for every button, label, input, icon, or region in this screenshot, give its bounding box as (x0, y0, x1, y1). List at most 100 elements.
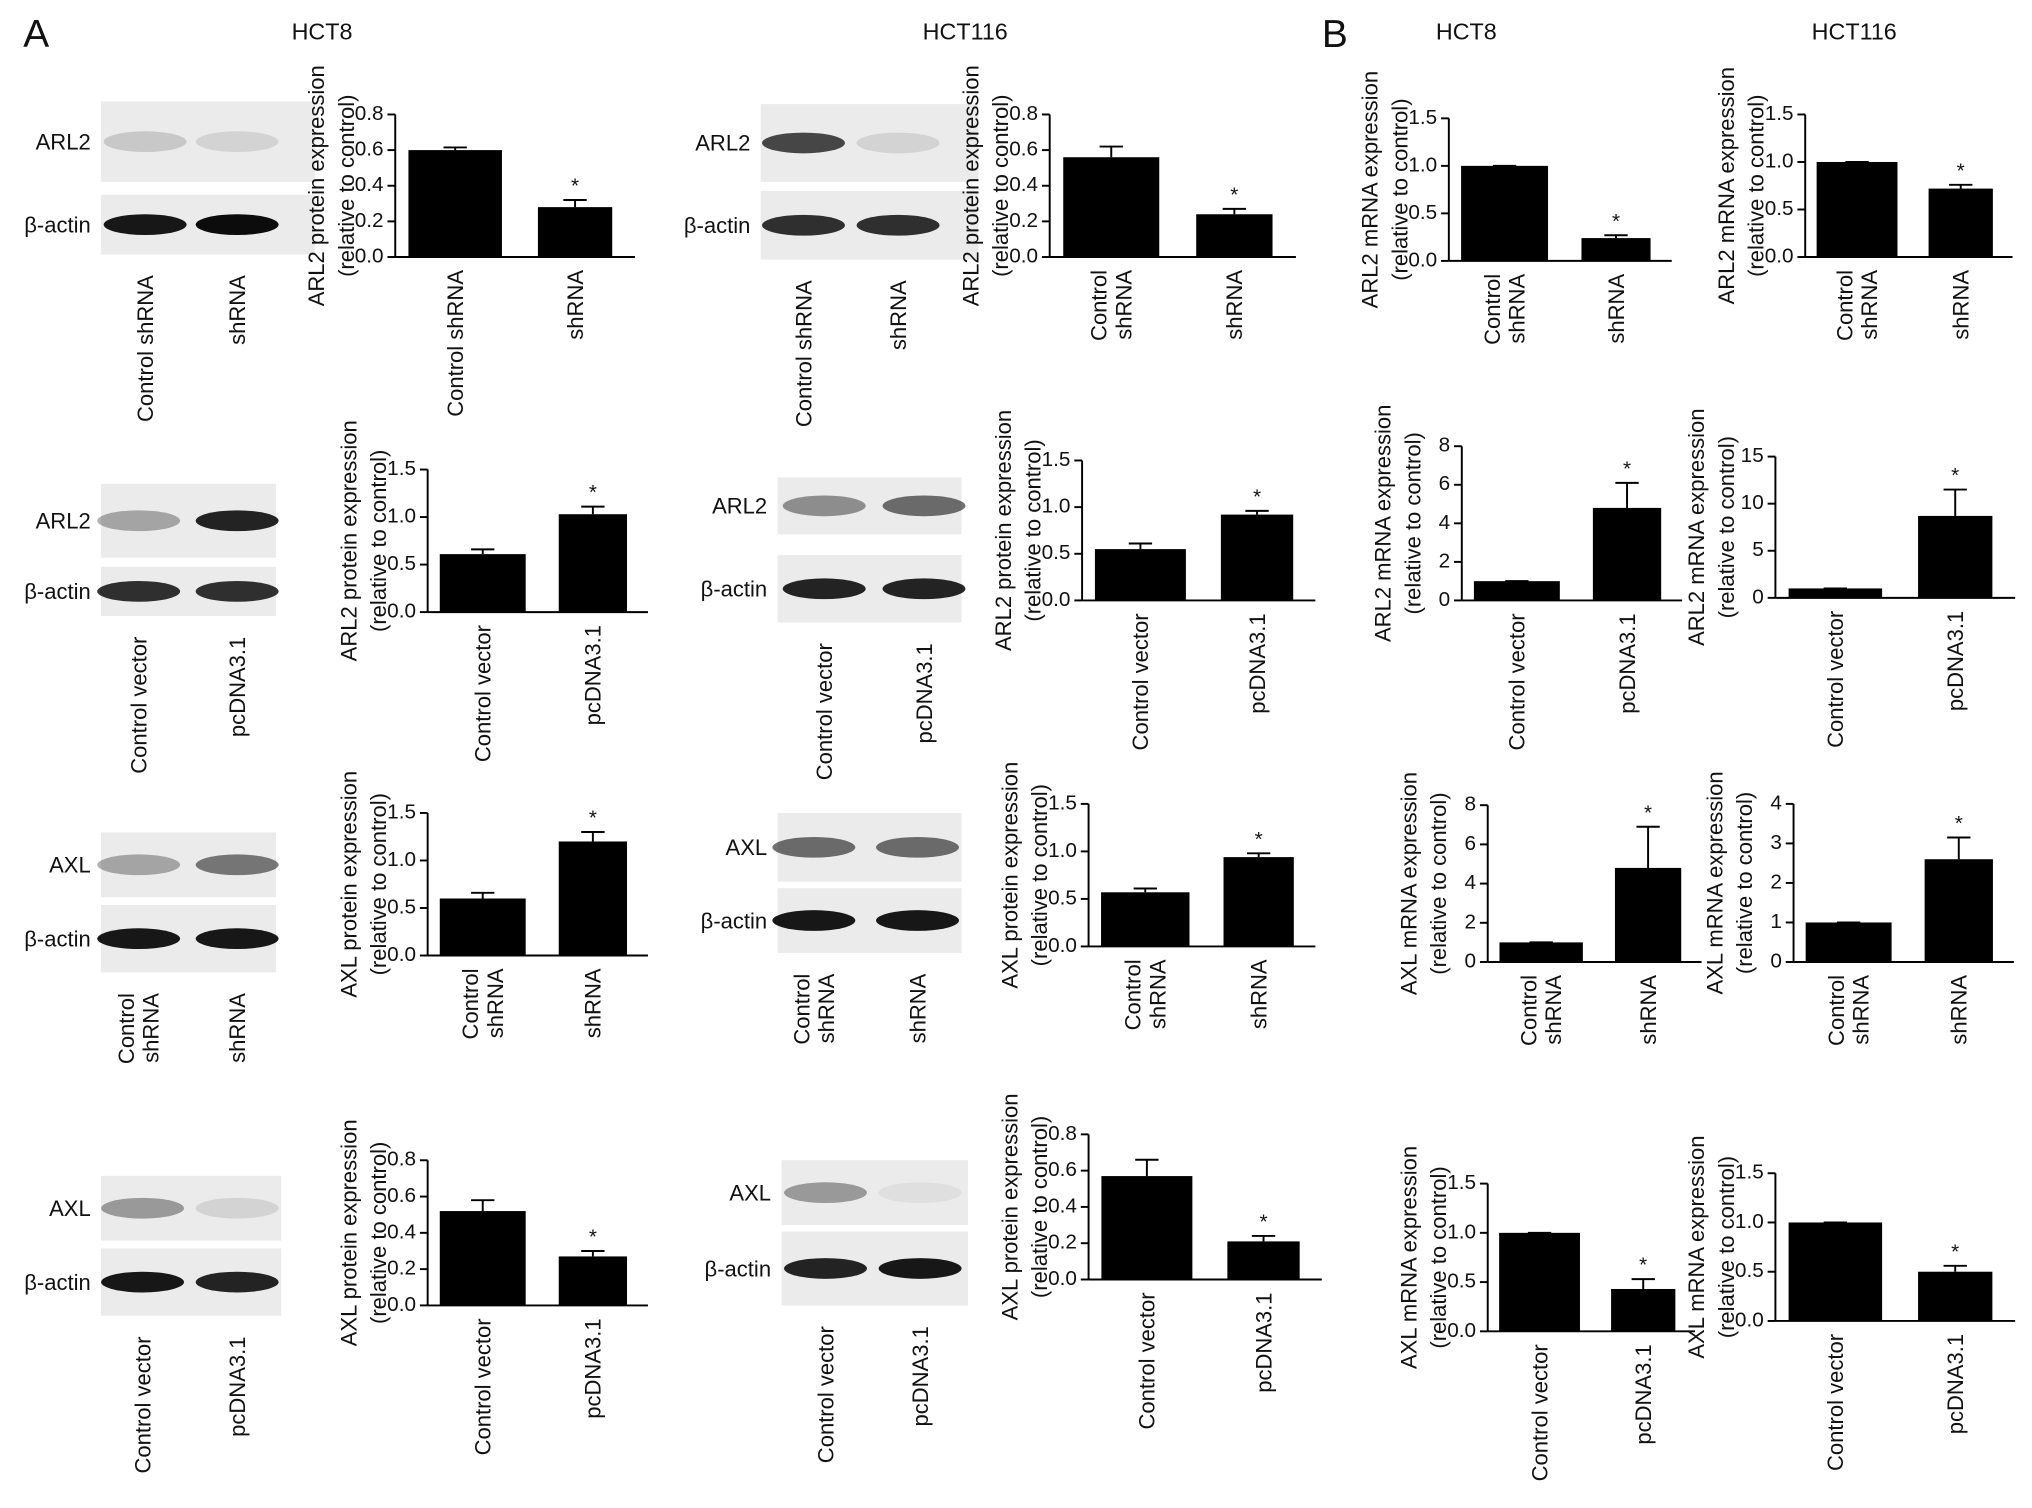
blot-row-label: β-actin (24, 212, 91, 237)
y-tick-label: 0.6 (387, 1184, 416, 1207)
lane-label: ControlshRNA (114, 993, 164, 1064)
blot-strip (101, 1175, 282, 1241)
blot-row-label: AXL (49, 853, 91, 878)
blot-row-label: ARL2 (36, 509, 91, 534)
blot-band (97, 580, 181, 602)
y-axis-label: AXL protein expression (336, 1119, 361, 1346)
blot-band (782, 578, 866, 600)
blot-band (772, 836, 856, 858)
blot-row-label: β-actin (701, 908, 768, 933)
column-title: HCT8 (1436, 18, 1497, 44)
x-tick-label: Control vector (1505, 613, 1530, 750)
significance-mark: * (1623, 457, 1631, 480)
blot-band (103, 214, 187, 235)
y-axis-label: (relative to control) (988, 95, 1013, 277)
bar (558, 1256, 628, 1306)
lane-label: shRNA (225, 275, 250, 345)
blot-band (782, 495, 866, 517)
bar (1101, 1176, 1193, 1280)
blot-band (101, 1271, 185, 1293)
blot-row-label: ARL2 (36, 129, 91, 154)
y-axis-label: (relative to control) (1027, 1116, 1052, 1298)
bar (1805, 922, 1892, 962)
y-axis-label: AXL protein expression (336, 771, 361, 998)
blot-band (195, 854, 279, 876)
blot-strip (101, 101, 315, 182)
lane-label: Control vector (812, 643, 837, 780)
significance-mark: * (1259, 1210, 1267, 1233)
bar (1473, 581, 1560, 601)
y-tick-label: 6 (1439, 472, 1451, 495)
bar (1063, 157, 1160, 258)
y-axis-label: AXL mRNA expression (1396, 772, 1421, 995)
bar (1928, 188, 1993, 258)
y-axis-label: ARL2 mRNA expression (1684, 409, 1709, 646)
y-axis-label: ARL2 mRNA expression (1371, 405, 1396, 642)
y-axis-label: (relative to control) (1387, 98, 1412, 280)
significance-mark: * (589, 1225, 597, 1248)
x-tick-label: pcDNA3.1 (1943, 611, 1968, 711)
blot-row-label: ARL2 (695, 131, 750, 156)
y-tick-label: 4 (1465, 871, 1477, 894)
x-tick-label: Control vector (1823, 1334, 1848, 1471)
y-tick-label: 15 (1741, 444, 1764, 467)
y-axis-label: (relative to control) (1021, 439, 1046, 621)
y-tick-label: 0.2 (387, 1257, 416, 1280)
significance-mark: * (589, 481, 597, 504)
y-tick-label: 10 (1741, 491, 1764, 514)
significance-mark: * (1955, 812, 1963, 835)
significance-mark: * (1612, 210, 1620, 233)
y-axis-label: AXL protein expression (997, 762, 1022, 989)
error-bar (1943, 488, 1967, 516)
y-tick-label: 1.5 (1408, 106, 1437, 129)
bar (537, 207, 613, 258)
blot-band (856, 214, 940, 236)
x-tick-label: shRNA (1636, 975, 1661, 1045)
x-tick-label: Control vector (1135, 1292, 1160, 1429)
blot-band (195, 1197, 279, 1219)
blot-band (195, 1271, 279, 1293)
x-tick-label: pcDNA3.1 (1251, 1292, 1276, 1392)
y-tick-label: 3 (1770, 831, 1782, 854)
column-title: HCT116 (1812, 18, 1897, 44)
blot-band (195, 131, 279, 153)
x-tick-label: Control vector (1823, 611, 1848, 748)
blot-band (856, 132, 940, 154)
blot-band (195, 510, 279, 532)
y-tick-label: 6 (1465, 832, 1477, 855)
y-tick-label: 0.0 (1408, 248, 1437, 271)
x-tick-label: pcDNA3.1 (1615, 613, 1640, 713)
blot-band (784, 1182, 867, 1204)
blot-row-label: AXL (729, 1180, 771, 1205)
y-tick-label: 4 (1439, 511, 1451, 534)
y-tick-label: 0.5 (387, 895, 416, 918)
blot-row-label: β-actin (684, 213, 751, 238)
bar (439, 898, 526, 956)
blot-band (772, 910, 856, 931)
error-bar (1604, 234, 1628, 239)
x-tick-label: ControlshRNA (458, 968, 508, 1039)
blot-band (103, 131, 187, 153)
column-title: HCT8 (292, 18, 353, 44)
bar (1220, 514, 1294, 601)
y-axis-label: AXL mRNA expression (1396, 1146, 1421, 1369)
blot-strip (781, 1160, 969, 1226)
y-tick-label: 0.0 (387, 943, 416, 966)
y-tick-label: 0.0 (1009, 244, 1038, 267)
bar (1499, 942, 1583, 962)
error-bar (443, 146, 467, 151)
y-tick-label: 0.0 (387, 1293, 416, 1316)
significance-mark: * (1951, 464, 1959, 487)
lane-label: ControlshRNA (789, 973, 839, 1044)
error-bar (471, 891, 495, 899)
y-tick-label: 1.0 (1447, 1220, 1476, 1243)
bar (1611, 1288, 1676, 1332)
blot-band (878, 1182, 962, 1204)
y-axis-label: ARL2 protein expression (958, 65, 983, 306)
y-tick-label: 0.0 (1735, 1308, 1764, 1331)
error-bar (1128, 542, 1153, 550)
error-bar (1246, 852, 1271, 858)
lane-label: Control shRNA (791, 280, 816, 427)
x-tick-label: shRNA (1947, 975, 1972, 1045)
